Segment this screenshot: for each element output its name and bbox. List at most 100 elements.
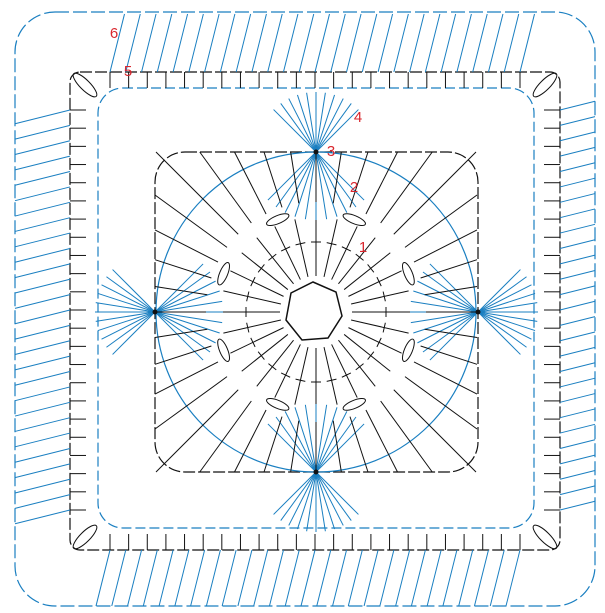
stitch bbox=[14, 432, 71, 448]
stitch bbox=[298, 13, 315, 73]
fan-stitch bbox=[154, 271, 211, 313]
stitch bbox=[14, 401, 71, 417]
stitch-bar bbox=[341, 246, 352, 252]
fan-stitch bbox=[267, 151, 317, 201]
stitch bbox=[251, 13, 267, 73]
stitch bbox=[14, 171, 71, 186]
fan-stitch bbox=[296, 471, 317, 530]
fan-stitch bbox=[477, 311, 521, 355]
stitch bbox=[404, 376, 478, 430]
stitch bbox=[395, 549, 411, 607]
stitch bbox=[14, 278, 71, 294]
fan-stitch bbox=[410, 311, 479, 324]
stitch bbox=[199, 400, 252, 473]
stitch bbox=[559, 393, 596, 403]
stitch bbox=[154, 361, 219, 395]
stitch bbox=[559, 316, 596, 326]
stitch-bar bbox=[268, 253, 277, 261]
stitch bbox=[380, 400, 433, 473]
stitch bbox=[290, 151, 300, 204]
stitch bbox=[154, 229, 219, 263]
fan-stitch bbox=[315, 94, 336, 153]
stitch-bar bbox=[376, 276, 382, 287]
stitch bbox=[559, 331, 596, 342]
stitch-bar bbox=[250, 337, 256, 348]
fan-stitch bbox=[477, 302, 538, 313]
stitch bbox=[155, 151, 239, 235]
stitch bbox=[237, 549, 253, 607]
stitch bbox=[234, 151, 267, 215]
stitch bbox=[380, 151, 433, 224]
fan-stitch bbox=[288, 471, 317, 526]
fan-stitch bbox=[273, 471, 317, 515]
fan-stitch bbox=[101, 284, 156, 313]
stitch bbox=[472, 13, 488, 73]
fan-stitch bbox=[296, 94, 317, 153]
stitch bbox=[559, 146, 596, 157]
fan-stitch bbox=[275, 416, 317, 473]
stitch bbox=[300, 549, 316, 607]
fan-stitch bbox=[477, 292, 536, 313]
round-label: 2 bbox=[350, 179, 358, 196]
fan-stitch bbox=[95, 302, 156, 313]
stitch-bar bbox=[257, 351, 265, 360]
fan-stitch bbox=[413, 290, 479, 313]
stitch bbox=[420, 259, 478, 279]
stitch bbox=[559, 208, 596, 219]
round-4-frame bbox=[97, 87, 535, 529]
fan-stitch bbox=[315, 404, 328, 473]
stitch bbox=[456, 13, 472, 73]
stitch-bar bbox=[246, 322, 250, 333]
stitch bbox=[393, 151, 477, 235]
fan-stitch bbox=[315, 151, 365, 201]
stitch bbox=[559, 408, 596, 419]
stitch bbox=[14, 494, 71, 509]
stitch bbox=[158, 549, 174, 607]
stitch bbox=[458, 549, 474, 607]
stitch bbox=[154, 259, 212, 279]
stitch bbox=[393, 13, 409, 73]
fan-stitch bbox=[284, 411, 317, 473]
stitch bbox=[199, 151, 252, 224]
fan-stitch bbox=[154, 290, 220, 313]
stitch bbox=[234, 409, 267, 473]
fan-stitch bbox=[304, 151, 317, 220]
stitch bbox=[559, 177, 596, 188]
fan-stitch bbox=[417, 311, 479, 344]
stitch bbox=[365, 151, 398, 215]
stitch bbox=[14, 263, 71, 279]
stitch bbox=[256, 237, 294, 285]
stitch bbox=[14, 247, 71, 263]
stitch bbox=[14, 463, 71, 479]
stitch bbox=[420, 345, 478, 365]
stitch bbox=[154, 286, 208, 296]
fan-stitch bbox=[315, 109, 359, 153]
stitch bbox=[348, 270, 402, 297]
fan-stitch bbox=[422, 271, 479, 313]
stitch bbox=[14, 217, 71, 232]
stitch bbox=[559, 500, 596, 511]
fan-stitch bbox=[315, 151, 338, 217]
stitch bbox=[154, 345, 212, 365]
fan-stitch bbox=[284, 151, 317, 213]
chain bbox=[266, 213, 290, 227]
stitch bbox=[503, 13, 520, 73]
stitch-bar bbox=[280, 372, 291, 378]
stitch bbox=[314, 13, 330, 73]
stitch bbox=[14, 232, 71, 248]
stitch bbox=[205, 549, 221, 607]
stitch bbox=[14, 324, 71, 340]
chain bbox=[342, 213, 366, 227]
fan-stitch bbox=[477, 311, 538, 322]
stitch bbox=[379, 549, 395, 607]
fan-stitch bbox=[106, 276, 156, 313]
stitch bbox=[204, 13, 220, 73]
fan-stitch bbox=[315, 407, 338, 473]
fan-stitch bbox=[288, 98, 317, 153]
stitch-bar bbox=[341, 372, 352, 378]
stitch bbox=[316, 549, 332, 607]
stitch bbox=[426, 549, 442, 607]
stitch bbox=[559, 162, 596, 173]
stitch bbox=[473, 549, 489, 607]
fan-stitch bbox=[477, 311, 532, 340]
